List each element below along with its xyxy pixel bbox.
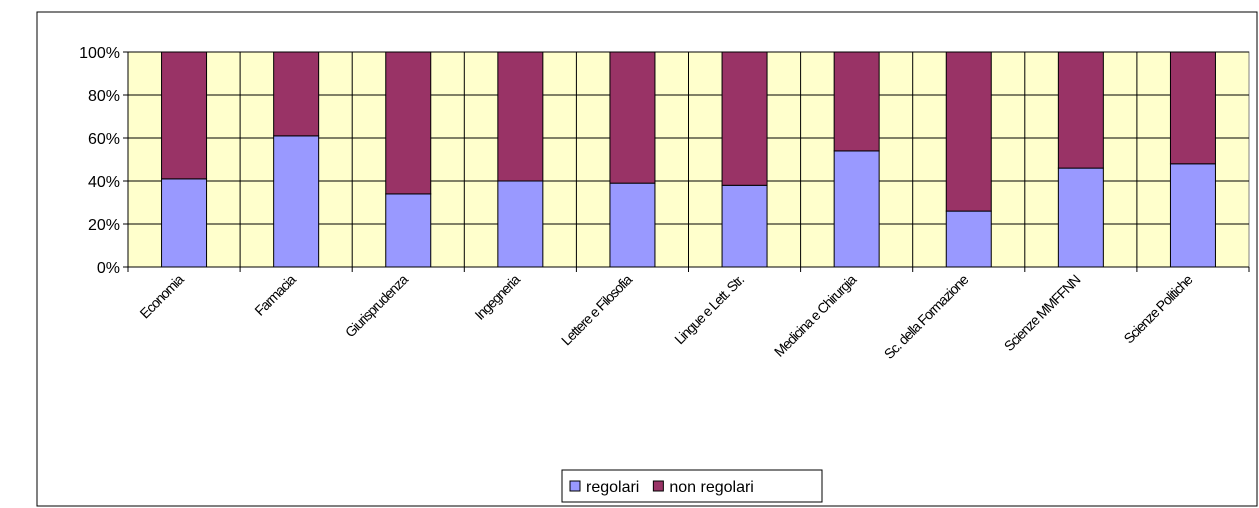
bars: [161, 51, 1216, 268]
bar-regolari: [497, 180, 544, 268]
bar-regolari: [609, 182, 656, 268]
bar-non-regolari: [497, 51, 544, 182]
y-tick-label: 60%: [88, 131, 120, 148]
y-tick-label: 40%: [88, 174, 120, 191]
legend-swatch: [569, 480, 581, 492]
legend-box: [561, 469, 823, 503]
y-axis: 0% 20% 40% 60% 80% 100%: [79, 45, 129, 277]
bar-regolari: [1169, 163, 1216, 268]
bar-non-regolari: [385, 51, 432, 195]
legend-label: non regolari: [669, 479, 754, 496]
legend-swatch: [652, 480, 664, 492]
bar-regolari: [721, 184, 768, 268]
bar-regolari: [385, 193, 432, 268]
legend: regolari non regolari: [561, 469, 823, 503]
y-tick-label: 20%: [88, 217, 120, 234]
bar-non-regolari: [721, 51, 768, 186]
bar-non-regolari: [161, 51, 208, 180]
bar-non-regolari: [1169, 51, 1216, 165]
legend-label: regolari: [586, 479, 639, 496]
bar-non-regolari: [945, 51, 992, 212]
bar-regolari: [273, 135, 320, 268]
y-tick-label: 80%: [88, 88, 120, 105]
bar-regolari: [161, 178, 208, 268]
y-tick-label: 0%: [97, 260, 120, 277]
bar-non-regolari: [833, 51, 880, 152]
bar-regolari: [945, 210, 992, 268]
bar-regolari: [833, 150, 880, 268]
bar-regolari: [1057, 167, 1104, 268]
bar-non-regolari: [273, 51, 320, 137]
y-tick-label: 100%: [79, 45, 120, 62]
bar-non-regolari: [609, 51, 656, 184]
bar-non-regolari: [1057, 51, 1104, 169]
